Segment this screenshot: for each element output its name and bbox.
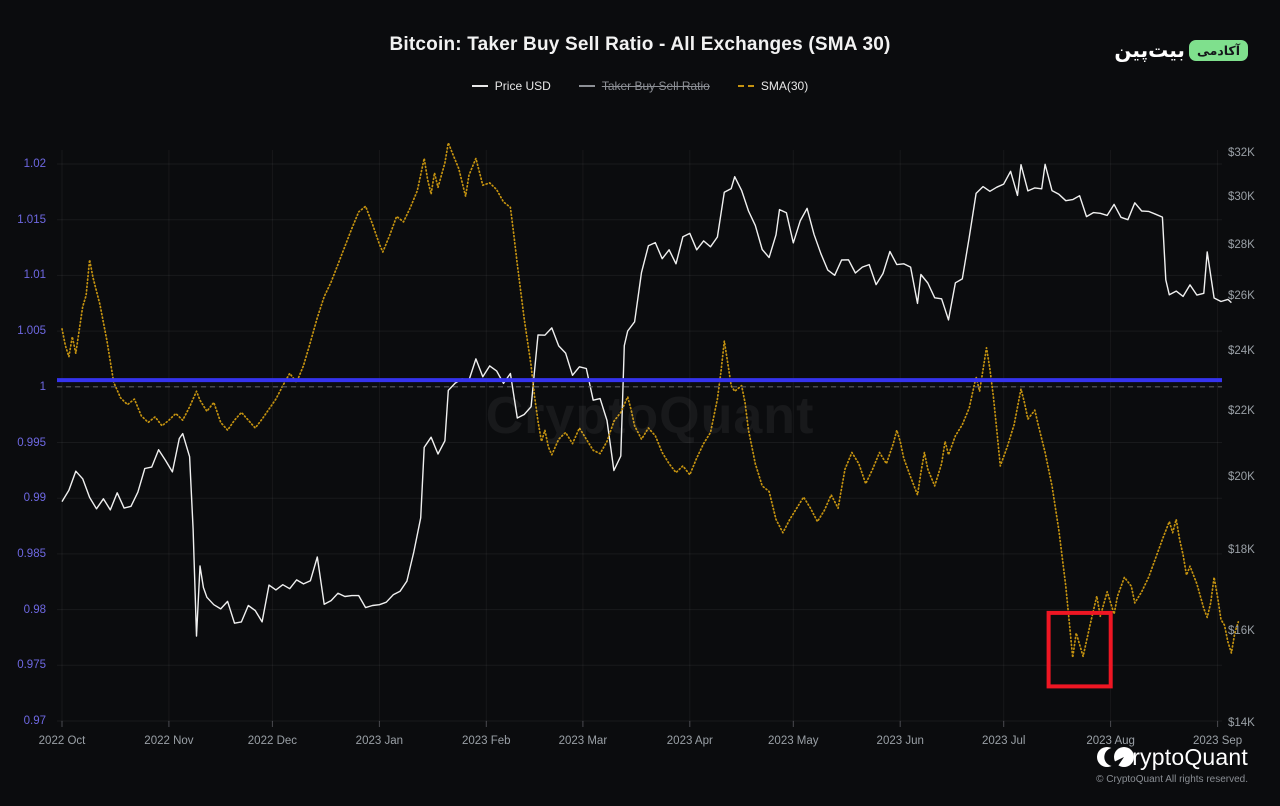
legend-label: Taker Buy Sell Ratio [601,79,710,93]
x-axis-label: 2023 Jun [876,735,924,747]
x-axis-label: 2023 Jul [981,735,1026,747]
y-left-label: 1.015 [17,213,46,226]
y-right-label: $20K [1228,471,1255,484]
copyright-text: © CryptoQuant All rights reserved. [1096,774,1248,785]
cryptoquant-footer: CryptoQuant © CryptoQuant All rights res… [1096,744,1248,785]
x-axis-label: 2022 Dec [247,735,298,747]
y-left-label: 0.975 [17,659,46,672]
price-usd-line [61,163,1232,637]
y-left-label: 0.97 [23,715,46,727]
y-right-label: $22K [1228,405,1255,418]
legend-label: Price USD [494,79,551,93]
legend-marker [737,85,754,87]
x-axis-label: 2023 Jan [355,735,404,747]
x-axis-label: 2023 Apr [666,735,713,747]
x-axis-label: 2023 Feb [461,735,511,747]
y-left-label: 0.985 [17,547,46,560]
legend-label: SMA(30) [760,79,809,93]
y-right-label: $16K [1228,624,1255,637]
y-left-label: 1 [39,380,46,393]
legend-item-price-usd[interactable]: Price USD [471,79,551,93]
x-axis-label: 2023 May [768,735,819,747]
legend-item-sma-30-[interactable]: SMA(30) [737,79,809,93]
legend-marker [578,85,595,87]
highlight-red-box [1046,610,1113,689]
y-right-label: $26K [1228,290,1255,303]
academy-badge: آکادمی [1188,39,1248,61]
y-right-label: $32K [1228,147,1255,159]
sma-30--line [61,141,1240,659]
bitpin-academy-logo: بیت‌پین آکادمی [1114,38,1248,62]
y-left-label: 0.99 [23,492,46,505]
x-axis-label: 2023 Sep [1192,735,1243,747]
legend-marker [471,85,488,87]
bitpin-brand-name: بیت‌پین [1114,38,1185,62]
y-left-label: 1.005 [17,325,46,338]
x-axis-label: 2022 Nov [144,735,194,747]
y-right-label: $18K [1228,543,1255,556]
legend-item-taker-buy-sell-ratio[interactable]: Taker Buy Sell Ratio [578,79,710,93]
chart-legend: Price USD Taker Buy Sell Ratio SMA(30) [0,79,1280,93]
x-axis-label: 2023 Mar [558,735,608,747]
cryptoquant-brand-name: CryptoQuant [1115,744,1248,770]
y-right-label: $24K [1228,345,1255,358]
y-left-label: 0.98 [23,603,46,616]
x-axis-label: 2023 Aug [1086,735,1135,747]
page-title: Bitcoin: Taker Buy Sell Ratio - All Exch… [389,34,891,55]
y-right-label: $28K [1228,239,1255,252]
y-right-label: $30K [1228,191,1255,204]
y-left-label: 1.01 [23,269,46,282]
x-axis-label: 2022 Oct [38,735,86,747]
y-right-label: $14K [1228,716,1255,729]
y-left-label: 1.02 [23,158,46,170]
y-left-label: 0.995 [17,436,46,449]
watermark: CryptoQuant [485,387,815,445]
